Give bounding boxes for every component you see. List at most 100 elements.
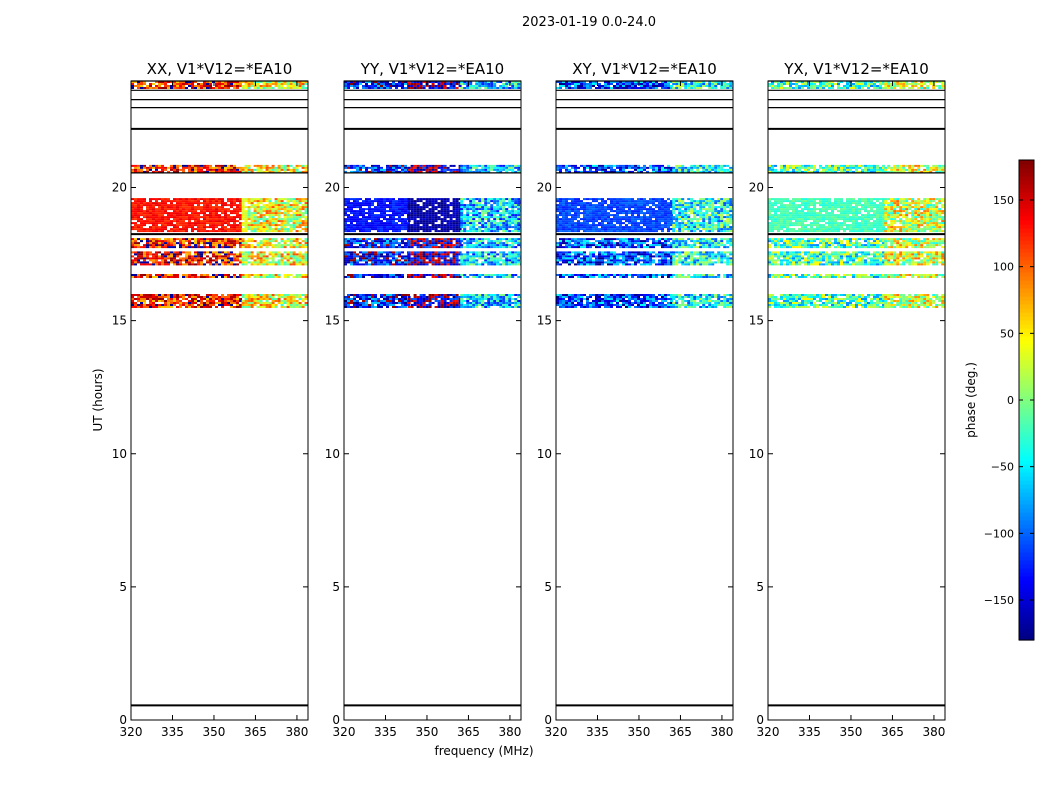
- heatmap-cell: [401, 246, 404, 249]
- heatmap-cell: [487, 230, 491, 233]
- heatmap-cell: [389, 204, 392, 207]
- heatmap-cell: [244, 261, 248, 264]
- heatmap-cell: [236, 216, 239, 219]
- heatmap-cell: [292, 214, 296, 217]
- heatmap-cell: [407, 166, 411, 169]
- heatmap-cell: [209, 294, 212, 296]
- heatmap-cell: [517, 85, 521, 87]
- heatmap-cell: [446, 255, 450, 258]
- heatmap-cell: [262, 166, 266, 169]
- heatmap-cell: [182, 230, 185, 233]
- heatmap-cell: [167, 240, 170, 243]
- heatmap-cell: [191, 238, 194, 241]
- heatmap-cell: [179, 208, 182, 211]
- heatmap-cell: [434, 164, 438, 167]
- heatmap-cell: [362, 210, 365, 213]
- heatmap-cell: [431, 218, 435, 221]
- heatmap-cell: [295, 230, 299, 233]
- heatmap-cell: [455, 276, 459, 278]
- heatmap-cell: [460, 204, 464, 207]
- heatmap-cell: [475, 224, 479, 227]
- heatmap-cell: [188, 255, 191, 258]
- heatmap-cell: [413, 83, 417, 85]
- heatmap-cell: [517, 238, 521, 241]
- heatmap-cell: [212, 242, 215, 245]
- heatmap-cell: [158, 246, 161, 249]
- heatmap-cell: [398, 294, 401, 296]
- heatmap-cell: [392, 240, 395, 243]
- heatmap-cell: [490, 166, 494, 169]
- heatmap-cell: [452, 208, 456, 211]
- heatmap-cell: [212, 244, 215, 247]
- heatmap-cell: [143, 166, 146, 169]
- heatmap-cell: [271, 261, 275, 264]
- heatmap-cell: [292, 240, 296, 243]
- heatmap-cell: [301, 224, 305, 227]
- heatmap-cell: [487, 228, 491, 231]
- heatmap-cell: [200, 220, 203, 223]
- heatmap-cell: [289, 242, 293, 245]
- heatmap-cell: [449, 294, 453, 296]
- heatmap-cell: [271, 216, 275, 219]
- heatmap-cell: [197, 244, 200, 247]
- heatmap-cell: [419, 306, 423, 308]
- heatmap-cell: [146, 87, 149, 89]
- heatmap-cell: [253, 294, 257, 296]
- heatmap-cell: [131, 304, 134, 306]
- heatmap-cell: [173, 83, 176, 85]
- heatmap-cell: [271, 259, 275, 262]
- heatmap-cell: [236, 300, 239, 302]
- heatmap-cell: [499, 253, 503, 256]
- heatmap-cell: [221, 261, 224, 264]
- heatmap-cell: [170, 296, 173, 298]
- heatmap-cell: [368, 218, 371, 221]
- heatmap-cell: [437, 246, 441, 249]
- heatmap-cell: [131, 259, 134, 262]
- heatmap-cell: [209, 85, 212, 87]
- heatmap-cell: [484, 208, 488, 211]
- heatmap-cell: [404, 198, 407, 201]
- heatmap-cell: [344, 83, 347, 85]
- heatmap-cell: [466, 230, 470, 233]
- heatmap-cell: [253, 206, 257, 209]
- heatmap-cell: [502, 263, 506, 266]
- heatmap-cell: [380, 240, 383, 243]
- heatmap-cell: [289, 220, 293, 223]
- heatmap-cell: [440, 170, 444, 173]
- heatmap-cell: [277, 294, 281, 296]
- heatmap-cell: [215, 208, 218, 211]
- heatmap-cell: [431, 226, 435, 229]
- heatmap-cell: [194, 164, 197, 167]
- heatmap-cell: [505, 296, 509, 298]
- heatmap-cell: [472, 202, 476, 205]
- heatmap-cell: [469, 238, 473, 241]
- heatmap-cell: [203, 226, 206, 229]
- heatmap-cell: [131, 85, 134, 87]
- heatmap-cell: [389, 216, 392, 219]
- heatmap-cell: [460, 274, 464, 276]
- heatmap-cell: [487, 202, 491, 205]
- heatmap-cell: [143, 210, 146, 213]
- heatmap-cell: [428, 85, 432, 87]
- heatmap-cell: [247, 261, 251, 264]
- heatmap-cell: [203, 242, 206, 245]
- heatmap-cell: [280, 208, 284, 211]
- heatmap-cell: [155, 298, 158, 300]
- heatmap-cell: [250, 263, 254, 266]
- heatmap-cell: [368, 257, 371, 260]
- heatmap-cell: [449, 222, 453, 225]
- heatmap-cell: [463, 166, 467, 169]
- heatmap-cell: [131, 294, 134, 296]
- heatmap-cell: [230, 259, 233, 262]
- heatmap-cell: [380, 228, 383, 231]
- heatmap-cell: [146, 298, 149, 300]
- heatmap-cell: [277, 224, 281, 227]
- heatmap-cell: [221, 228, 224, 231]
- heatmap-cell: [274, 81, 278, 83]
- heatmap-cell: [472, 261, 476, 264]
- heatmap-cell: [499, 220, 503, 223]
- heatmap-cell: [371, 226, 374, 229]
- heatmap-cell: [277, 255, 281, 258]
- heatmap-cell: [218, 263, 221, 266]
